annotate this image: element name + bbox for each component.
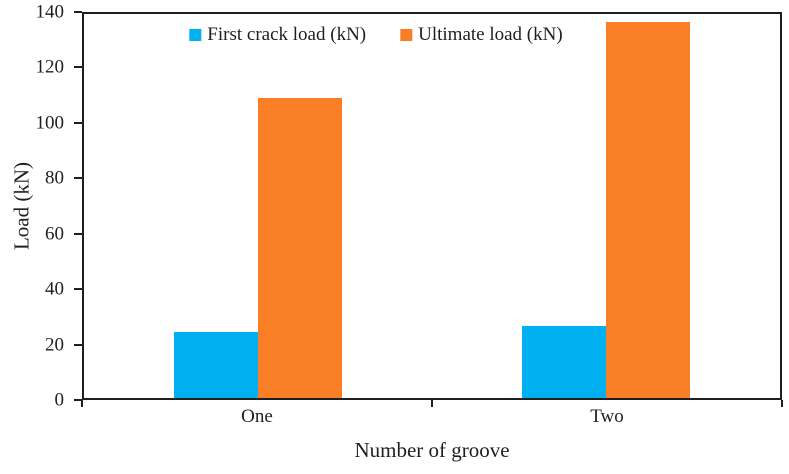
x-category-labels: One Two [82,406,782,430]
y-tick-label-80: 80 [45,167,64,189]
x-tick-0 [81,400,83,407]
bar-ultimate-load-kn-two [606,22,690,398]
y-tick-100 [74,121,82,124]
x-category-label-one: One [241,406,273,427]
legend-item-first-crack-load-kn: First crack load (kN) [189,24,366,46]
legend-swatch-icon [189,29,202,41]
plot-area: First crack load (kN) Ultimate load (kN) [82,12,782,400]
y-tick-label-120: 120 [35,56,65,78]
y-tick-140 [74,11,82,13]
y-tick-80 [74,177,82,180]
y-tick-label-100: 100 [35,112,65,134]
category-group-one [84,14,432,398]
legend-label: Ultimate load (kN) [418,24,563,45]
legend-label: First crack load (kN) [207,24,367,45]
y-tick-label-0: 0 [54,389,65,411]
legend-swatch-icon [400,29,413,41]
y-tick-40 [74,288,82,291]
legend-item-ultimate-load-kn: Ultimate load (kN) [400,24,563,46]
x-tick-1 [431,400,433,407]
bar-first-crack-load-kn-one [174,332,258,398]
y-tick-label-60: 60 [45,223,64,245]
x-axis [81,400,783,408]
y-tick-60 [74,232,82,235]
x-category-label-two: Two [590,406,624,427]
y-tick-120 [74,66,82,69]
y-tick-label-140: 140 [35,1,65,23]
x-axis-title: Number of groove [354,438,510,462]
bar-first-crack-load-kn-two [522,325,606,398]
y-tick-0 [74,399,82,401]
x-tick-2 [781,400,783,407]
category-group-two [432,14,780,398]
y-tick-label-20: 20 [45,334,64,356]
y-axis: 0 20 40 60 80 100 120 140 [0,3,82,410]
y-tick-20 [74,343,82,346]
y-tick-label-40: 40 [45,278,64,300]
bar-ultimate-load-kn-one [258,97,342,398]
legend: First crack load (kN) Ultimate load (kN) [189,24,563,46]
